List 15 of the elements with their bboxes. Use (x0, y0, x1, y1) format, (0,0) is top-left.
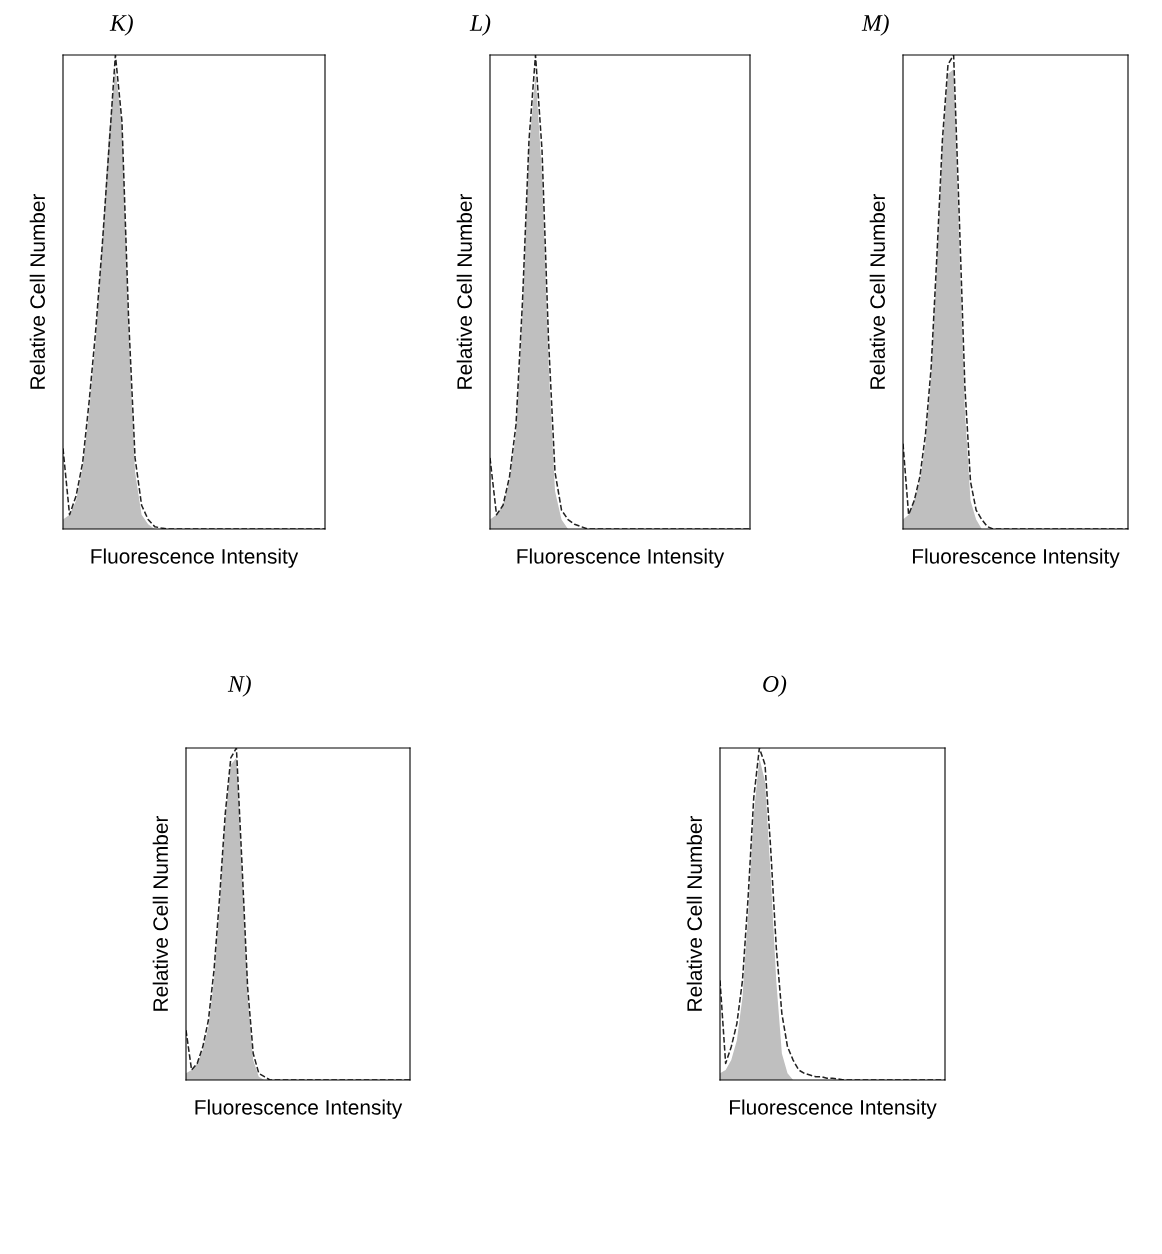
chart-title: O) (763, 675, 787, 697)
x-axis-title: Fluorescence Intensity (91, 548, 299, 568)
chart-title: K) (109, 14, 133, 36)
x-axis-title: Fluorescence Intensity (517, 548, 725, 568)
x-axis-title: Fluorescence Intensity (195, 1099, 403, 1119)
y-axis-title: Relative Cell Number (456, 193, 472, 389)
y-axis-title: Relative Cell Number (869, 193, 885, 389)
chart-title: M) (861, 14, 889, 36)
x-axis-title: Fluorescence Intensity (913, 548, 1120, 568)
y-axis-title: Relative Cell Number (686, 815, 702, 1011)
y-axis-title: Relative Cell Number (29, 193, 45, 389)
chart-title: N) (227, 675, 251, 697)
x-axis-title: Fluorescence Intensity (730, 1099, 937, 1119)
y-axis-title: Relative Cell Number (152, 815, 168, 1011)
chart-title: L) (469, 14, 491, 36)
